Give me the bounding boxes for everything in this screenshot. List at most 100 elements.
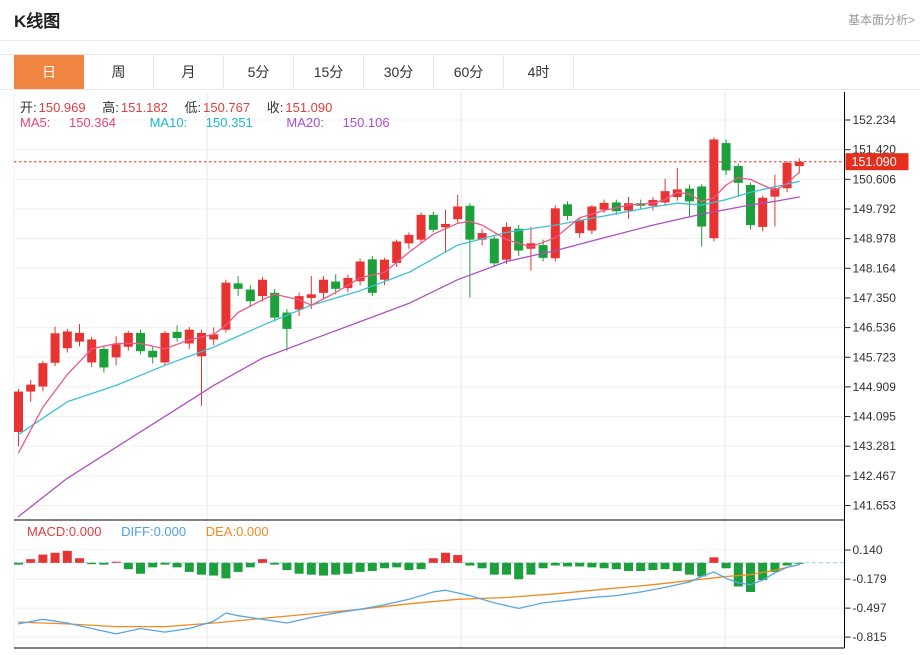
dea-value-readout: DEA:0.000 [205, 524, 269, 539]
macd-bar-negative [477, 562, 487, 569]
close-value: 151.090 [285, 100, 333, 115]
low-label: 低: [184, 100, 202, 115]
candle-up [758, 197, 768, 227]
macd-bar-positive [50, 552, 60, 563]
macd-bar-negative [233, 562, 243, 572]
tab-4hour[interactable]: 4时 [504, 55, 574, 89]
candle-up [404, 234, 414, 244]
candle-up [477, 233, 487, 240]
macd-bar-negative [14, 562, 23, 565]
candle-up [209, 334, 219, 340]
candle-up [50, 333, 60, 363]
candle-down [611, 202, 621, 212]
candle-down [367, 259, 377, 293]
candle-down [685, 188, 694, 202]
price-axis-label: 142.467 [853, 469, 897, 483]
macd-bar-positive [111, 561, 121, 563]
macd-bar-negative [685, 562, 694, 575]
price-axis-label: 146.536 [853, 321, 897, 335]
macd-bar-negative [197, 562, 206, 575]
diff-line [17, 563, 800, 635]
macd-bar-negative [343, 562, 353, 574]
macd-bar-negative [782, 562, 792, 566]
candle-up [184, 329, 194, 344]
price-axis-label: 141.653 [853, 499, 897, 513]
price-axis-label: 151.420 [853, 143, 897, 157]
macd-bar-negative [172, 562, 182, 568]
macd-bar-negative [489, 562, 499, 575]
ma5-line [17, 171, 800, 454]
low-value: 150.767 [203, 100, 251, 115]
ma5-readout: MA5: 150.364 [20, 115, 116, 130]
tab-week[interactable]: 周 [84, 55, 154, 89]
price-axis-label: 152.234 [853, 113, 897, 127]
candle-down [538, 245, 548, 258]
macd-bar-negative [514, 562, 524, 580]
candle-down [465, 205, 475, 240]
tab-15min[interactable]: 15分 [294, 55, 364, 89]
candle-up [392, 241, 402, 263]
candle-up [197, 332, 206, 357]
candle-up [660, 191, 670, 203]
tab-month[interactable]: 月 [154, 55, 224, 89]
tab-30min[interactable]: 30分 [364, 55, 434, 89]
candle-down [99, 348, 109, 368]
tab-60min[interactable]: 60分 [434, 55, 504, 89]
fundamental-analysis-link[interactable]: 基本面分析> [847, 13, 915, 27]
candles [14, 137, 804, 447]
tab-5min[interactable]: 5分 [224, 55, 294, 89]
candle-up [526, 243, 536, 249]
macd-bar-negative [502, 562, 511, 575]
macd-bar-negative [660, 562, 670, 570]
candle-up [794, 161, 804, 167]
macd-bar-negative [380, 562, 389, 569]
last-price-tag-text: 151.090 [852, 155, 897, 169]
macd-bar-negative [697, 562, 707, 577]
open-label: 开: [20, 100, 37, 115]
ma20-line [17, 196, 800, 518]
macd-bar-positive [709, 557, 719, 563]
macd-bar-negative [136, 562, 145, 574]
candle-up [14, 391, 23, 433]
price-axis-label: 148.164 [853, 261, 897, 275]
title-separator [0, 40, 920, 41]
price-axis-label: 144.095 [853, 410, 897, 424]
macd-bar-negative [672, 562, 682, 572]
candle-down [233, 283, 243, 289]
macd-bar-positive [26, 559, 36, 563]
candle-down [514, 228, 524, 251]
macd-bar-negative [648, 562, 658, 571]
ma-readout: MA5: 150.364 MA10: 150.351 MA20: 150.106 [20, 115, 420, 130]
page-title: K线图 [14, 12, 61, 31]
macd-readout: MACD:0.000 DIFF:0.000 DEA:0.000 [27, 524, 269, 539]
macd-bar-negative [636, 562, 646, 572]
macd-bar-negative [404, 562, 414, 571]
candle-down [428, 214, 438, 230]
macd-bar-negative [563, 562, 572, 567]
close-label: 收: [266, 100, 284, 115]
ohlc-readout: 开: 150.969 高: 151.182 低: 150.767 收: 151.090 [20, 97, 345, 116]
high-label: 高: [102, 100, 119, 115]
macd-bar-negative [538, 562, 548, 569]
tab-day[interactable]: 日 [14, 55, 84, 89]
diff-value-readout: DIFF:0.000 [121, 524, 187, 539]
candle-up [319, 279, 328, 293]
price-axis-labels: 152.234 151.420 150.606 149.792 148.978 148.1… [844, 113, 897, 513]
macd-bar-negative [306, 562, 316, 575]
macd-bar-negative [270, 562, 280, 565]
period-tabbar: 日周月 5分 15分 30分 60分 4时 [0, 54, 920, 90]
price-axis-label: 147.350 [853, 291, 897, 305]
open-value: 150.969 [38, 100, 86, 115]
macd-bar-negative [294, 562, 304, 574]
macd-bar-negative [319, 562, 328, 576]
macd-bar-negative [99, 562, 109, 565]
macd-bar-negative [331, 562, 341, 575]
macd-bar-negative [221, 562, 231, 579]
candle-up [575, 219, 585, 234]
candle-up [599, 202, 609, 210]
candle-up [343, 277, 353, 289]
macd-bar-negative [587, 562, 597, 568]
macd-bar-negative [575, 562, 585, 567]
